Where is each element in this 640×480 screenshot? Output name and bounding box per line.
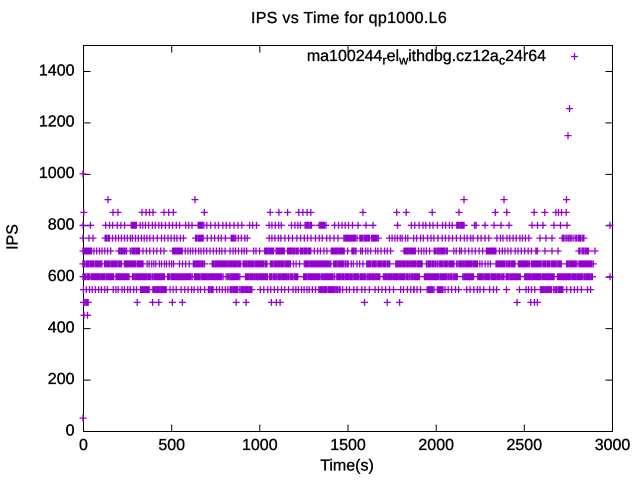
svg-text:Time(s): Time(s) (320, 457, 374, 474)
svg-text:2000: 2000 (418, 437, 454, 454)
svg-text:3000: 3000 (595, 437, 631, 454)
svg-text:ma100244relwithdbg.cz12ac24r64: ma100244relwithdbg.cz12ac24r64 (307, 48, 546, 68)
svg-text:2500: 2500 (507, 437, 543, 454)
svg-text:IPS vs Time for qp1000.L6: IPS vs Time for qp1000.L6 (251, 10, 447, 27)
svg-text:1000: 1000 (242, 437, 278, 454)
svg-text:1500: 1500 (330, 437, 366, 454)
svg-text:200: 200 (48, 371, 75, 388)
svg-text:600: 600 (48, 268, 75, 285)
svg-text:0: 0 (66, 422, 75, 439)
svg-text:0: 0 (79, 437, 88, 454)
svg-text:1400: 1400 (39, 62, 75, 79)
svg-text:800: 800 (48, 217, 75, 234)
svg-text:1200: 1200 (39, 114, 75, 131)
svg-text:400: 400 (48, 319, 75, 336)
svg-text:IPS: IPS (5, 224, 22, 250)
svg-text:500: 500 (158, 437, 185, 454)
svg-text:1000: 1000 (39, 165, 75, 182)
